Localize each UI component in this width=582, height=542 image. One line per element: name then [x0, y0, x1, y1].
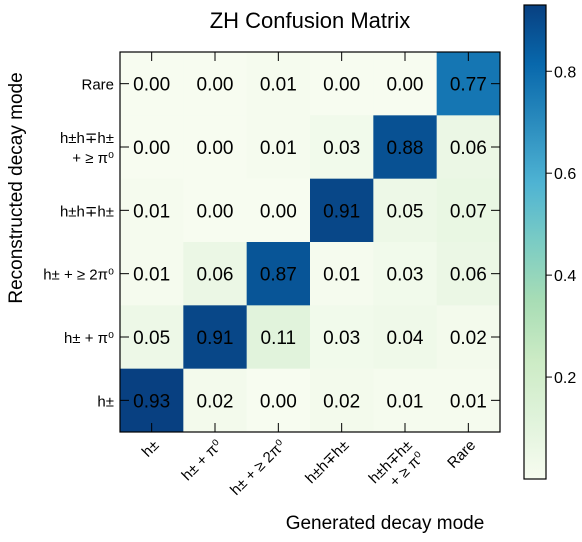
heatmap-cell: [183, 368, 248, 433]
heatmap-cell: [120, 52, 184, 116]
y-tick-label: h±h∓h±: [60, 130, 114, 147]
plot-frame: [119, 51, 501, 433]
cell-value-label: 0.00: [323, 75, 360, 96]
heatmap-cell: [373, 178, 438, 243]
heatmap-cell: [246, 178, 311, 243]
heatmap-cell: [246, 115, 311, 180]
x-tick-label: h±: [139, 437, 163, 461]
heatmap-cell-labels: 0.00 0.00 0.01 0.00 0.00 0.77 0.00 0.00 0.01 0.03…: [133, 75, 487, 413]
cell-value-label: 0.07: [450, 201, 487, 222]
cell-value-label: 0.00: [133, 75, 170, 96]
heatmap-cell: [246, 52, 311, 116]
heatmap-cell: [373, 52, 438, 116]
y-tick-label: h±h∓h±: [60, 203, 114, 220]
heatmap-cell: [183, 115, 248, 180]
heatmap-cell: [246, 368, 311, 433]
cell-value-label: 0.88: [387, 138, 424, 159]
y-tick-label: + ≥ π⁰: [72, 150, 114, 167]
heatmap-cell: [436, 368, 501, 433]
heatmap-cell: [436, 52, 501, 116]
cell-value-label: 0.02: [450, 328, 487, 349]
cell-value-label: 0.00: [197, 201, 234, 222]
heatmap-cell: [310, 52, 374, 116]
cell-value-label: 0.00: [197, 75, 234, 96]
heatmap-cell: [373, 242, 438, 306]
y-tick-label: Rare: [81, 77, 114, 94]
heatmap-cell: [183, 305, 248, 370]
heatmap-cell: [373, 305, 438, 370]
heatmap-cells: [120, 52, 501, 433]
cell-value-label: 0.04: [387, 328, 424, 349]
heatmap-cell: [436, 178, 501, 243]
cell-value-label: 0.00: [260, 391, 297, 412]
heatmap-cell: [436, 115, 501, 180]
heatmap-cell: [373, 115, 438, 180]
heatmap-cell: [246, 242, 311, 306]
y-tick-label: h± + π⁰: [64, 330, 114, 347]
cell-value-label: 0.00: [197, 138, 234, 159]
colorbar-tick-label: 0.8: [554, 64, 576, 81]
cell-value-label: 0.06: [450, 138, 487, 159]
cell-value-label: 0.03: [387, 265, 424, 286]
cell-value-label: 0.02: [197, 391, 234, 412]
heatmap-cell: [120, 368, 184, 433]
cell-value-label: 0.77: [450, 75, 487, 96]
cell-value-label: 0.05: [133, 328, 170, 349]
heatmap-cell: [436, 242, 501, 306]
y-tick-label: h±: [97, 393, 114, 410]
heatmap-cell: [310, 305, 374, 370]
cell-value-label: 0.91: [323, 201, 360, 222]
cell-value-label: 0.01: [133, 265, 170, 286]
colorbar-tick-label: 0.2: [554, 370, 576, 387]
x-axis-label: Generated decay mode: [286, 513, 485, 534]
heatmap-cell: [120, 178, 184, 243]
x-tick-label: h±h∓h±: [302, 437, 352, 487]
cell-value-label: 0.01: [323, 265, 360, 286]
heatmap-cell: [120, 242, 184, 306]
cell-value-label: 0.01: [450, 391, 487, 412]
heatmap-cell: [183, 52, 248, 116]
cell-value-label: 0.02: [323, 391, 360, 412]
heatmap-cell: [373, 368, 438, 433]
heatmap-cell: [246, 305, 311, 370]
cell-value-label: 0.05: [387, 201, 424, 222]
heatmap-cell: [120, 305, 184, 370]
cell-value-label: 0.87: [260, 265, 297, 286]
cell-value-label: 0.00: [387, 75, 424, 96]
cell-value-label: 0.01: [387, 391, 424, 412]
colorbar-tick-label: 0.6: [554, 166, 576, 183]
colorbar-ticks: 0.2 0.4 0.6 0.8: [546, 64, 576, 387]
heatmap-cell: [436, 305, 501, 370]
y-axis-ticks: Rare h±h∓h± + ≥ π⁰ h±h∓h± h± + ≥ 2π⁰ h± + π⁰ h…: [43, 77, 500, 410]
cell-value-label: 0.00: [260, 201, 297, 222]
cell-value-label: 0.03: [323, 138, 360, 159]
heatmap-cell: [310, 178, 374, 243]
cell-value-label: 0.11: [261, 328, 297, 349]
chart-title: ZH Confusion Matrix: [210, 8, 411, 33]
heatmap-cell: [183, 242, 248, 306]
colorbar: [523, 4, 547, 480]
cell-value-label: 0.06: [450, 265, 487, 286]
heatmap-cell: [183, 178, 248, 243]
cell-value-label: 0.01: [260, 138, 297, 159]
x-tick-label: Rare: [444, 437, 479, 472]
heatmap-cell: [310, 242, 374, 306]
cell-value-label: 0.03: [323, 328, 360, 349]
heatmap-cell: [310, 368, 374, 433]
y-tick-label: h± + ≥ 2π⁰: [43, 267, 114, 284]
colorbar-tick-label: 0.4: [554, 268, 576, 285]
cell-value-label: 0.06: [197, 265, 234, 286]
y-axis-label: Reconstructed decay mode: [6, 72, 27, 303]
cell-value-label: 0.01: [260, 75, 297, 96]
cell-value-label: 0.01: [133, 201, 170, 222]
x-tick-label: h± + π⁰: [178, 437, 225, 484]
cell-value-label: 0.93: [133, 391, 170, 412]
x-tick-label: h± + ≥ 2π⁰: [227, 437, 289, 499]
heatmap-cell: [310, 115, 374, 180]
cell-value-label: 0.00: [133, 138, 170, 159]
heatmap-cell: [120, 115, 184, 180]
cell-value-label: 0.91: [197, 328, 234, 349]
